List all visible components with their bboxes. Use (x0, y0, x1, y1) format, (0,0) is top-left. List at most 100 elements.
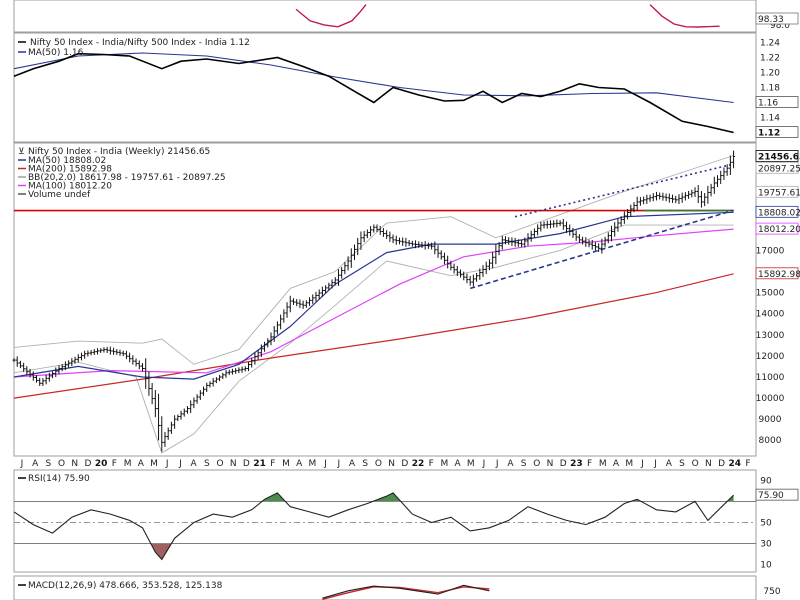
price-bar (664, 193, 668, 202)
price-title: Nifty 50 Index - India (Weekly) 21456.65 (28, 147, 210, 157)
price-bar (658, 192, 662, 200)
rsi-value-0-box (755, 488, 799, 501)
panel-frame-4 (13, 575, 757, 600)
price-bar (577, 234, 581, 243)
price-bar (622, 211, 626, 224)
price-bar (102, 347, 106, 353)
price-bar (320, 286, 324, 297)
price-bar (247, 362, 251, 372)
price-line-ma-200- (13, 273, 734, 399)
x-label-43: F (587, 459, 592, 469)
price-bar (510, 237, 514, 247)
price-bar (687, 190, 691, 199)
price-bar (433, 241, 437, 255)
price-bar (680, 192, 684, 203)
price-bar (291, 298, 295, 305)
price-bar (497, 242, 501, 256)
price-bar (230, 368, 234, 375)
price-bar (561, 218, 565, 230)
x-label-15: O (216, 459, 223, 469)
price-bar (298, 299, 302, 308)
price-bar (282, 309, 286, 323)
price-bar (651, 193, 655, 202)
price-bar (301, 300, 305, 309)
price-bar (385, 230, 389, 240)
price-value-0-box (755, 150, 799, 162)
x-label-13: A (191, 459, 198, 469)
x-label-18: 21 (253, 459, 266, 469)
rsi-title: RSI(14) 75.90 (28, 474, 90, 484)
price-bar (455, 266, 459, 276)
price-bar (327, 282, 331, 291)
x-label-29: D (401, 459, 408, 469)
price-bar (667, 193, 671, 203)
x-label-3: O (58, 459, 65, 469)
x-label-19: F (270, 459, 275, 469)
x-label-20: M (282, 459, 290, 469)
price-bar (272, 326, 276, 342)
x-label-28: N (388, 459, 395, 469)
x-label-52: N (705, 459, 712, 469)
price-bar (57, 365, 61, 375)
price-bar (539, 221, 543, 232)
price-bar (221, 372, 225, 380)
price-bar (288, 295, 292, 313)
price-bar (224, 369, 228, 378)
price-legend-4: Volume undef (28, 190, 91, 200)
x-label-33: A (455, 459, 462, 469)
x-label-30: 22 (412, 459, 425, 469)
ratio-title: Nifty 50 Index - India/Nifty 500 Index -… (30, 38, 250, 48)
price-bar (516, 239, 520, 247)
price-bar (648, 194, 652, 202)
x-label-42: 23 (570, 459, 583, 469)
price-value-3-box (755, 205, 799, 218)
price-bar (250, 357, 254, 368)
x-label-48: J (653, 459, 657, 469)
price-bar (571, 227, 575, 238)
price-bar (208, 381, 212, 388)
price-bar (304, 300, 308, 308)
price-bar (192, 397, 196, 409)
panel-frame-0 (13, 0, 757, 33)
top-value-box (755, 12, 799, 25)
price-bar (18, 360, 22, 369)
macd-line (322, 584, 490, 599)
ratio-tick-1.24: 1.24 (760, 39, 780, 49)
price-bar (613, 222, 617, 237)
price-bar (426, 242, 430, 249)
price-bar (468, 275, 472, 286)
price-tick-11000: 11000 (756, 373, 785, 383)
price-bar (436, 245, 440, 258)
price-bar (610, 225, 614, 242)
price-bar (353, 244, 357, 261)
price-bar (529, 230, 533, 242)
price-bar (381, 228, 385, 237)
price-bar (22, 362, 26, 372)
price-bar (182, 408, 186, 417)
price-value-5-box (755, 267, 799, 280)
ratio-tick-1.18: 1.18 (760, 84, 780, 94)
price-bar (349, 248, 353, 268)
price-bar (568, 224, 572, 236)
x-label-24: J (336, 459, 340, 469)
price-bar (716, 175, 720, 188)
price-bar (728, 155, 732, 175)
macd-tick-750: 750 (763, 587, 780, 597)
price-bar (699, 191, 703, 208)
price-bar (195, 394, 199, 404)
top-value-label: 98.33 (758, 15, 784, 25)
price-bar (259, 344, 263, 357)
price-tick-14000: 14000 (756, 310, 785, 320)
price-bar (176, 414, 180, 422)
price-bar (86, 350, 90, 357)
x-label-44: M (599, 459, 607, 469)
rsi-tick-10: 10 (760, 561, 772, 571)
x-label-53: D (718, 459, 725, 469)
price-value-1-label: 20897.25 (758, 164, 800, 174)
price-bar (324, 285, 328, 294)
price-bar (169, 421, 173, 434)
x-label-34: M (467, 459, 475, 469)
price-bar (584, 237, 588, 247)
price-bar (240, 366, 244, 373)
price-bar (397, 237, 401, 245)
